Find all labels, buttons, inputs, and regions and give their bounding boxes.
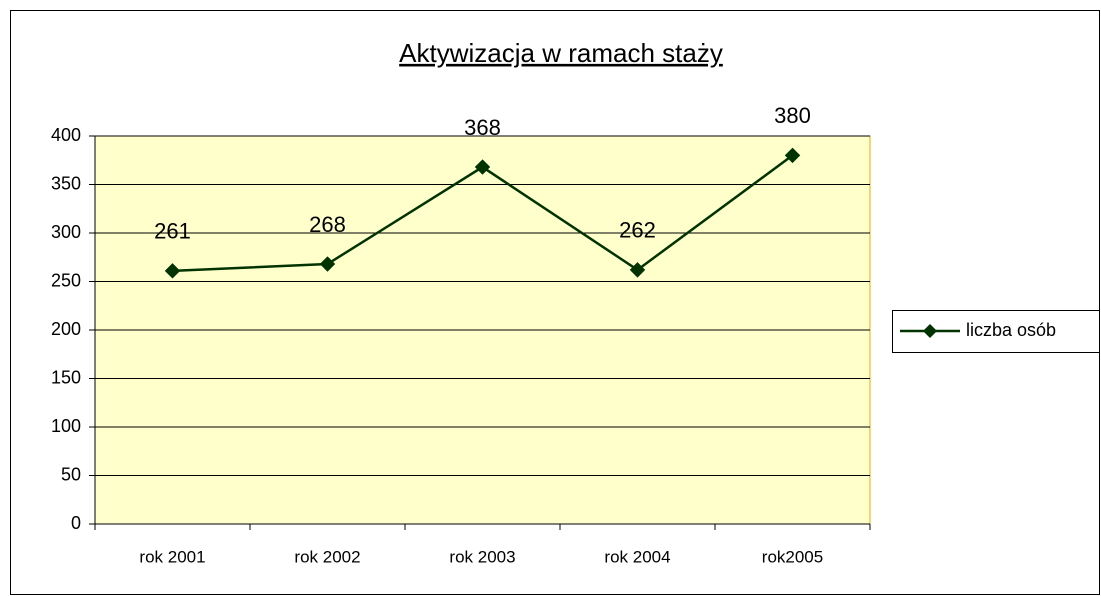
y-tick-label: 0 [71, 513, 81, 533]
y-tick-label: 400 [51, 125, 81, 145]
y-tick-label: 50 [61, 464, 81, 484]
data-label: 380 [774, 103, 811, 128]
marker [474, 159, 491, 175]
y-tick-label: 250 [51, 270, 81, 290]
x-tick-label: rok 2003 [449, 547, 515, 566]
y-tick-label: 200 [51, 319, 81, 339]
y-tick-label: 150 [51, 367, 81, 387]
data-label: 268 [309, 212, 346, 237]
chart-title: Aktywizacja w ramach staży [399, 38, 723, 68]
marker [319, 256, 336, 272]
y-tick-label: 300 [51, 222, 81, 242]
y-tick-label: 100 [51, 416, 81, 436]
x-tick-label: rok 2001 [139, 547, 205, 566]
marker [164, 263, 181, 279]
legend-label: liczba osób [966, 320, 1056, 340]
data-label: 262 [619, 218, 656, 243]
marker [784, 147, 801, 164]
data-label: 368 [464, 115, 501, 140]
data-label: 261 [154, 219, 191, 244]
marker [629, 262, 646, 278]
legend-marker [923, 324, 937, 338]
x-tick-label: rok2005 [762, 547, 823, 566]
x-tick-label: rok 2004 [604, 547, 670, 566]
y-tick-label: 350 [51, 173, 81, 193]
x-tick-label: rok 2002 [294, 547, 360, 566]
